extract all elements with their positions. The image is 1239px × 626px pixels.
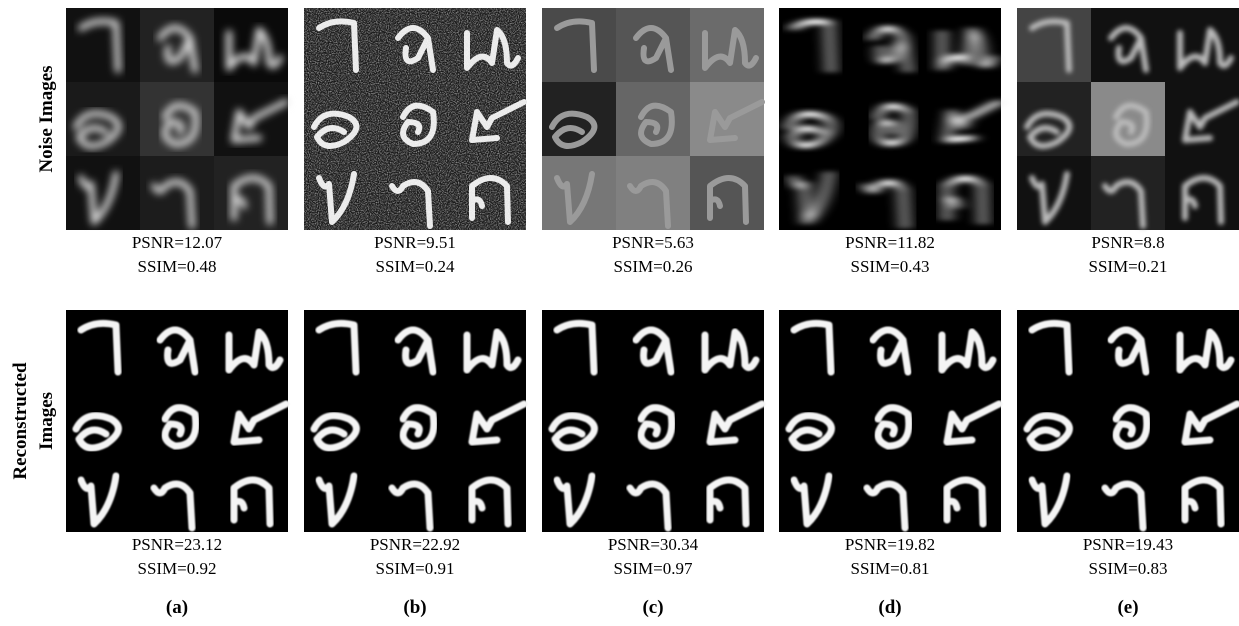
image-panel <box>542 310 764 532</box>
ssim-label: SSIM=0.92 <box>137 559 216 578</box>
cell-background <box>542 156 616 230</box>
cell-background <box>616 8 690 82</box>
ssim-label: SSIM=0.48 <box>137 257 216 276</box>
cell-background <box>66 156 140 230</box>
noise-overlay <box>304 8 526 230</box>
ssim-label: SSIM=0.24 <box>375 257 455 276</box>
row-label: Reconstructed <box>10 362 31 480</box>
image-panel <box>304 8 526 230</box>
image-panel <box>1017 310 1239 532</box>
cell-background <box>140 156 214 230</box>
row-label: Noise Images <box>36 65 57 172</box>
image-panel <box>779 310 1001 532</box>
image-panel <box>66 8 288 230</box>
row-label: Images <box>36 392 57 450</box>
psnr-label: PSNR=5.63 <box>612 233 694 252</box>
psnr-label: PSNR=19.82 <box>845 535 935 554</box>
psnr-label: PSNR=23.12 <box>132 535 222 554</box>
image-panel <box>66 310 288 532</box>
ssim-label: SSIM=0.81 <box>850 559 929 578</box>
psnr-label: PSNR=11.82 <box>845 233 935 252</box>
cell-background <box>214 8 288 82</box>
cell-background <box>1091 156 1165 230</box>
ssim-label: SSIM=0.26 <box>613 257 692 276</box>
psnr-label: PSNR=8.8 <box>1091 233 1164 252</box>
column-label: (b) <box>403 597 426 618</box>
cell-background <box>1165 156 1239 230</box>
psnr-label: PSNR=22.92 <box>370 535 460 554</box>
cell-background <box>1017 156 1091 230</box>
psnr-label: PSNR=9.51 <box>374 233 456 252</box>
ssim-label: SSIM=0.83 <box>1088 559 1167 578</box>
cell-background <box>140 8 214 82</box>
image-panel <box>304 310 526 532</box>
ssim-label: SSIM=0.21 <box>1088 257 1167 276</box>
psnr-label: PSNR=19.43 <box>1083 535 1173 554</box>
cell-background <box>214 156 288 230</box>
cell-background <box>690 8 764 82</box>
cell-background <box>690 156 764 230</box>
psnr-label: PSNR=30.34 <box>608 535 699 554</box>
column-label: (c) <box>642 597 663 618</box>
ssim-label: SSIM=0.91 <box>375 559 454 578</box>
ssim-label: SSIM=0.97 <box>613 559 693 578</box>
image-panel <box>779 8 1001 230</box>
psnr-label: PSNR=12.07 <box>132 233 223 252</box>
column-label: (e) <box>1117 597 1138 618</box>
cell-background <box>616 156 690 230</box>
cell-background <box>1091 8 1165 82</box>
image-panel <box>542 8 764 230</box>
cell-background <box>1165 8 1239 82</box>
column-label: (d) <box>878 597 901 618</box>
column-label: (a) <box>166 597 188 618</box>
figure: PSNR=12.07 SSIM=0.48 PSNR=9.51 SSIM=0.24 PSN… <box>0 0 1239 626</box>
image-panel <box>1017 8 1239 230</box>
ssim-label: SSIM=0.43 <box>850 257 929 276</box>
